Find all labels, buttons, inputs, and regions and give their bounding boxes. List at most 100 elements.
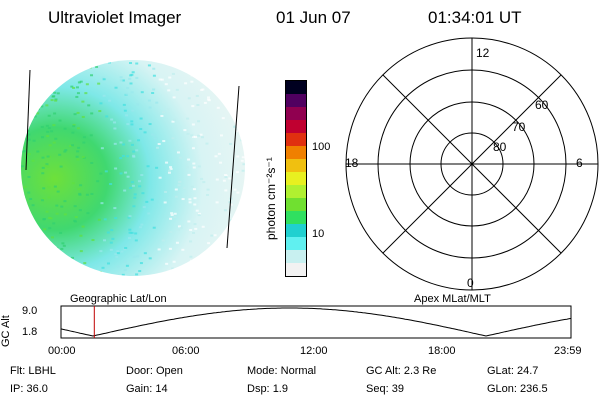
colorbar-segment [286, 146, 306, 159]
speckle-dot [121, 273, 125, 276]
speckle-dot [61, 242, 65, 245]
speckle-dot [128, 231, 132, 234]
speckle-dot [139, 262, 143, 265]
speckle-dot [111, 237, 115, 240]
colorbar-segment [286, 159, 306, 172]
speckle-dot [107, 61, 111, 64]
colorbar-segment [286, 263, 306, 276]
speckle-dot [191, 123, 195, 126]
speckle-dot [129, 62, 133, 65]
speckle-dot [53, 91, 57, 94]
speckle-dot [123, 248, 127, 251]
speckle-dot [130, 120, 134, 123]
speckle-dot [129, 82, 133, 85]
speckle-dot [152, 88, 156, 91]
mlt-label-18: 18 [345, 156, 359, 170]
speckle-dot [235, 171, 239, 174]
limb-line-right [226, 85, 240, 249]
speckle-dot [205, 142, 209, 145]
speckle-dot [219, 161, 223, 164]
speckle-dot [102, 94, 106, 97]
speckle-dot [201, 225, 205, 228]
speckle-dot [60, 247, 64, 250]
speckle-dot [168, 169, 172, 172]
speckle-dot [71, 182, 75, 185]
colorbar-tick-100: 100 [312, 141, 331, 153]
speckle-dot [76, 150, 80, 153]
speckle-dot [136, 255, 140, 258]
colorbar-segment [286, 250, 306, 263]
speckle-dot [183, 187, 187, 190]
speckle-dot [31, 159, 35, 162]
speckle-dot [165, 161, 169, 164]
speckle-dot [116, 250, 120, 253]
speckle-dot [116, 265, 120, 268]
speckle-dot [77, 188, 81, 191]
speckle-dot [121, 79, 125, 82]
speckle-dot [128, 215, 132, 218]
speckle-dot [101, 266, 105, 269]
speckle-dot [207, 96, 211, 99]
speckle-dot [59, 231, 63, 234]
status-glon: GLon: 236.5 [487, 383, 548, 395]
speckle-dot [202, 181, 206, 184]
speckle-dot [63, 200, 67, 203]
speckle-dot [135, 62, 139, 65]
speckle-dot [167, 89, 171, 92]
speckle-dot [43, 228, 47, 231]
speckle-dot [53, 185, 57, 188]
speckle-dot [176, 151, 180, 154]
speckle-dot [241, 169, 245, 172]
speckle-dot [174, 188, 178, 191]
speckle-dot [134, 239, 138, 242]
speckle-dot [219, 134, 223, 137]
speckle-dot [125, 264, 129, 267]
speckle-dot [169, 231, 173, 234]
speckle-dot [140, 174, 144, 177]
speckle-dot [116, 252, 120, 255]
speckle-dot [79, 234, 83, 237]
speckle-dot [29, 198, 33, 201]
speckle-dot [114, 167, 118, 170]
speckle-dot [55, 212, 59, 215]
speckle-dot [76, 158, 80, 161]
speckle-dot [125, 114, 129, 117]
speckle-dot [224, 189, 228, 192]
speckle-dot [173, 118, 177, 121]
speckle-dot [46, 135, 50, 138]
mlat-label-80: 80 [493, 140, 507, 154]
speckle-dot [137, 139, 141, 142]
speckle-dot [224, 174, 228, 177]
colorbar-segment [286, 172, 306, 185]
speckle-dot [189, 229, 193, 232]
speckle-dot [215, 178, 219, 181]
speckle-dot [171, 267, 175, 270]
colorbar-segment [286, 237, 306, 250]
speckle-dot [48, 227, 52, 230]
speckle-dot [168, 247, 172, 250]
speckle-dot [203, 101, 207, 104]
speckle-dot [233, 125, 237, 128]
speckle-dot [21, 165, 25, 168]
speckle-dot [128, 139, 132, 142]
speckle-dot [126, 87, 130, 90]
speckle-dot [148, 106, 152, 109]
speckle-dot [41, 136, 45, 139]
speckle-dot [125, 93, 129, 96]
speckle-dot [71, 131, 75, 134]
speckle-dot [76, 111, 80, 114]
speckle-dot [71, 144, 75, 147]
speckle-dot [63, 127, 67, 130]
status-gain: Gain: 14 [126, 383, 168, 395]
speckle-dot [192, 231, 196, 234]
speckle-dot [206, 193, 210, 196]
mlat-label-60: 60 [535, 98, 549, 112]
speckle-dot [198, 212, 202, 215]
speckle-dot [121, 154, 125, 157]
speckle-dot [104, 170, 108, 173]
speckle-dot [85, 83, 89, 86]
speckle-dot [167, 171, 171, 174]
speckle-dot [81, 115, 85, 118]
colorbar-tick-10: 10 [312, 228, 325, 240]
